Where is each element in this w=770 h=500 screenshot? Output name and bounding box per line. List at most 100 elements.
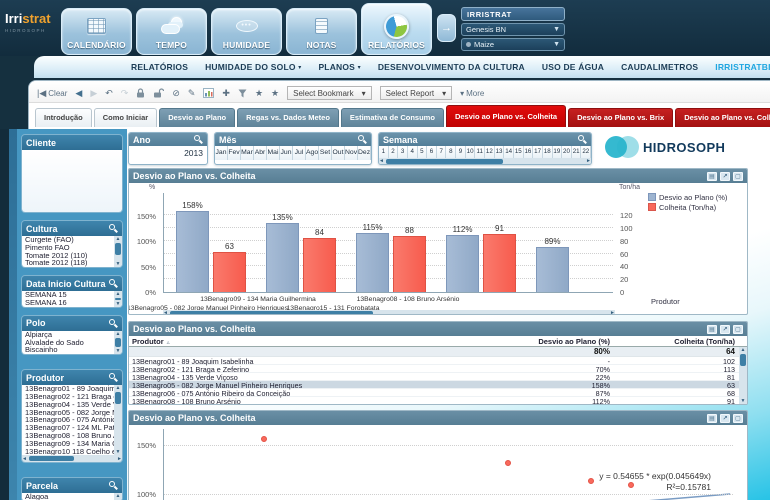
scroll-left-icon[interactable]: ◄ xyxy=(22,455,27,462)
scroll-down-icon[interactable]: ▼ xyxy=(115,300,121,307)
list-item[interactable]: SEMANA 15 xyxy=(25,291,67,299)
month-cell[interactable]: Ago xyxy=(306,146,319,160)
scrollbar-thumb[interactable] xyxy=(115,392,121,405)
vertical-scrollbar[interactable]: ▲ ▼ xyxy=(739,347,747,404)
week-cell[interactable]: 17 xyxy=(533,146,543,158)
list-item[interactable]: 13Benagro10 118 Coelho e Pi xyxy=(25,447,114,456)
maximize-icon[interactable]: ▢ xyxy=(733,324,743,334)
scroll-up-icon[interactable]: ▲ xyxy=(115,385,121,392)
unlock-button[interactable] xyxy=(153,88,165,98)
nav-button[interactable]: HUMIDADE xyxy=(211,8,282,55)
list-item[interactable]: 13Benagro02 - 121 Braga e Z xyxy=(25,392,114,401)
edit-button[interactable]: ✎ xyxy=(187,87,196,98)
scrollbar-thumb[interactable] xyxy=(115,337,121,348)
more-button[interactable]: ▾ More xyxy=(460,88,485,98)
chart-horizontal-scrollbar[interactable]: ◄ ► xyxy=(163,310,615,315)
export-icon[interactable]: ↗ xyxy=(720,171,730,181)
bar-desvio[interactable] xyxy=(446,234,479,292)
scatter-point[interactable] xyxy=(627,482,634,489)
report-tab[interactable]: Introdução xyxy=(35,108,92,127)
list-item[interactable]: 13Benagro06 - 075 António R xyxy=(25,416,114,425)
report-tab[interactable]: Desvio ao Plano xyxy=(159,108,236,127)
back-button[interactable]: ◀ xyxy=(75,87,83,98)
expand-arrow-button[interactable]: → xyxy=(437,14,456,42)
month-cell[interactable]: Nov xyxy=(345,146,358,160)
table-row[interactable]: 13Benagro01 - 89 Joaquim Isabelinha - 10… xyxy=(129,357,747,366)
report-tab[interactable]: Desvio ao Plano vs. Colheita vs. Brix xyxy=(675,108,770,127)
table-row[interactable]: 13Benagro04 - 135 Verde Viçoso 22% 81 xyxy=(129,373,747,382)
table-row[interactable]: 13Benagro05 - 082 Jorge Manuel Pinheiro … xyxy=(129,381,747,390)
scatter-point[interactable] xyxy=(260,436,267,443)
scrollbar-thumb[interactable] xyxy=(169,310,374,314)
list-item[interactable]: 13Benagro08 - 108 Bruno Ars xyxy=(25,431,114,440)
week-cell[interactable]: 5 xyxy=(417,146,428,158)
column-header[interactable]: Produtor xyxy=(132,336,164,346)
list-item[interactable]: Curgete (FAO) xyxy=(25,236,74,244)
horizontal-scrollbar[interactable]: ◄ ► xyxy=(379,158,591,164)
export-icon[interactable]: ↗ xyxy=(720,324,730,334)
search-icon[interactable] xyxy=(194,135,203,144)
report-tab[interactable]: Desvio ao Plano vs. Brix xyxy=(568,108,674,127)
list-item[interactable]: Pimento FAO xyxy=(25,243,70,252)
month-cell[interactable]: Set xyxy=(319,146,332,160)
print-icon[interactable]: ▤ xyxy=(707,324,717,334)
add-bookmark-button[interactable]: ★ xyxy=(254,87,264,98)
list-item[interactable]: 13Benagro01 - 89 Joaquim Isa xyxy=(25,385,114,393)
week-cell[interactable]: 22 xyxy=(581,146,591,158)
vertical-scrollbar[interactable]: ▲ xyxy=(114,493,122,500)
scroll-up-icon[interactable]: ▲ xyxy=(115,330,121,337)
list-item[interactable]: Tomate 2012 (118) xyxy=(25,259,88,268)
bar-colheita[interactable] xyxy=(213,251,246,292)
scrollbar-thumb[interactable] xyxy=(740,354,746,366)
bar-colheita[interactable] xyxy=(483,233,516,292)
report-tab[interactable]: Como Iniciar xyxy=(93,108,158,127)
month-cell[interactable]: Mar xyxy=(241,146,254,160)
scroll-right-icon[interactable]: ► xyxy=(610,310,615,315)
clear-button[interactable]: |◀ Clear xyxy=(37,87,68,98)
search-icon[interactable] xyxy=(578,135,587,144)
horizontal-scrollbar[interactable]: ◄ ► xyxy=(22,455,122,463)
vertical-scrollbar[interactable]: ▲ ▼ xyxy=(114,236,122,268)
table-row[interactable]: 13Benagro08 - 108 Bruno Arsénio 112% 91 xyxy=(129,397,747,404)
secondary-nav-item[interactable]: CAUDALIMETROS xyxy=(621,62,699,72)
list-item[interactable]: Alpiarça xyxy=(25,330,53,339)
print-icon[interactable]: ▤ xyxy=(707,171,717,181)
chart-view-button[interactable] xyxy=(203,88,215,98)
secondary-nav-item[interactable]: HUMIDADE DO SOLO ▾ xyxy=(205,62,302,72)
nav-button[interactable]: RELATÓRIOS xyxy=(361,3,432,55)
week-cell[interactable]: 20 xyxy=(562,146,572,158)
week-cell[interactable]: 10 xyxy=(465,146,476,158)
scroll-right-icon[interactable]: ► xyxy=(117,455,122,462)
month-cell[interactable]: Fev xyxy=(228,146,241,160)
bar-colheita[interactable] xyxy=(393,235,426,292)
week-cell[interactable]: 7 xyxy=(436,146,447,158)
scrollbar-thumb[interactable] xyxy=(28,456,74,462)
scatter-point[interactable] xyxy=(505,459,512,466)
cliente-panel-body[interactable] xyxy=(22,150,122,212)
scroll-up-icon[interactable]: ▲ xyxy=(740,347,746,353)
month-cell[interactable]: Abr xyxy=(254,146,267,160)
search-icon[interactable] xyxy=(109,224,118,233)
week-cell[interactable]: 16 xyxy=(523,146,534,158)
column-header[interactable]: Colheita (Ton/ha) xyxy=(674,336,735,346)
forward-button[interactable]: ▶ xyxy=(90,87,98,98)
search-icon[interactable] xyxy=(109,373,118,382)
report-select[interactable]: Select Report ▾ xyxy=(379,86,453,100)
list-item[interactable]: 13Benagro07 - 124 ML Patríci xyxy=(25,424,114,432)
add-button[interactable]: ✚ xyxy=(222,87,230,98)
scrollbar-thumb[interactable] xyxy=(385,158,503,164)
list-item[interactable]: Alagoa xyxy=(25,493,49,500)
secondary-nav-item[interactable]: PLANOS ▾ xyxy=(318,62,361,72)
maximize-icon[interactable]: ▢ xyxy=(733,171,743,181)
week-cell[interactable]: 4 xyxy=(407,146,418,158)
bar-desvio[interactable] xyxy=(176,211,209,292)
scroll-left-icon[interactable]: ◄ xyxy=(163,310,168,315)
list-item[interactable]: 13Benagro05 - 082 Jorge Man xyxy=(25,408,114,417)
scroll-down-icon[interactable]: ▼ xyxy=(115,449,121,456)
search-icon[interactable] xyxy=(109,481,118,490)
scroll-down-icon[interactable]: ▼ xyxy=(115,261,121,268)
export-icon[interactable]: ↗ xyxy=(720,413,730,423)
week-cell[interactable]: 18 xyxy=(542,146,553,158)
scroll-up-icon[interactable]: ▲ xyxy=(115,291,121,298)
crop-dropdown[interactable]: Maize ▼ xyxy=(461,38,565,51)
